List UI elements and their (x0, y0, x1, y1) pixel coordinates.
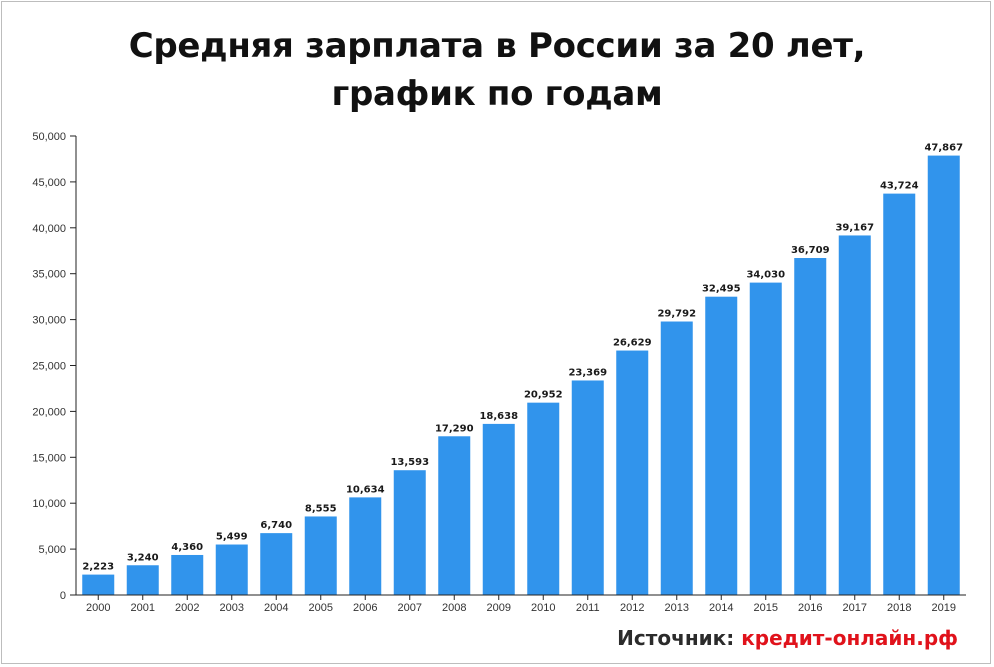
y-tick-label: 25,000 (32, 361, 66, 373)
x-tick-label: 2004 (264, 602, 288, 614)
bar-2008 (438, 436, 471, 595)
bar-2004 (260, 533, 293, 595)
x-tick-label: 2003 (220, 602, 244, 614)
bar-value-label: 4,360 (171, 542, 203, 553)
bar-value-label: 2,223 (82, 562, 114, 573)
x-tick-label: 2015 (754, 602, 778, 614)
x-tick-label: 2000 (86, 602, 110, 614)
x-tick-label: 2007 (398, 602, 422, 614)
x-tick-label: 2010 (531, 602, 555, 614)
bar-value-label: 36,709 (791, 245, 830, 256)
bar-2012 (616, 350, 649, 595)
chart-title: Средняя зарплата в России за 20 лет, гра… (0, 22, 994, 118)
bar-2007 (393, 470, 426, 595)
bar-2002 (171, 554, 204, 595)
bar-2014 (705, 296, 738, 595)
x-tick-label: 2017 (843, 602, 867, 614)
x-tick-label: 2013 (665, 602, 689, 614)
x-tick-label: 2011 (576, 602, 600, 614)
source-credit: Источник: кредит-онлайн.рф (617, 624, 958, 652)
x-tick-label: 2005 (309, 602, 333, 614)
y-tick-label: 40,000 (32, 223, 66, 235)
source-link[interactable]: кредит-онлайн.рф (741, 626, 958, 650)
y-tick-label: 35,000 (32, 269, 66, 281)
y-tick-label: 50,000 (32, 131, 66, 143)
x-tick-label: 2018 (887, 602, 911, 614)
bar-value-label: 34,030 (746, 270, 785, 281)
x-tick-label: 2009 (487, 602, 511, 614)
x-tick-label: 2002 (175, 602, 199, 614)
bar-value-label: 23,369 (568, 367, 607, 378)
bar-value-label: 20,952 (524, 390, 563, 401)
bar-2010 (527, 402, 560, 595)
y-tick-label: 30,000 (32, 315, 66, 327)
bar-2003 (215, 544, 248, 595)
y-tick-label: 45,000 (32, 177, 66, 189)
bar-value-label: 32,495 (702, 284, 741, 295)
bar-value-label: 18,638 (479, 411, 518, 422)
bar-2016 (794, 258, 827, 595)
bar-value-label: 17,290 (435, 423, 474, 434)
x-tick-label: 2016 (798, 602, 822, 614)
bar-value-label: 47,867 (924, 143, 963, 154)
bar-value-label: 43,724 (880, 181, 919, 192)
bar-value-label: 26,629 (613, 338, 652, 349)
bar-2019 (927, 155, 960, 595)
bar-value-label: 8,555 (305, 503, 337, 514)
bar-value-label: 13,593 (390, 457, 429, 468)
bar-2009 (482, 423, 515, 595)
chart-title-line-2: график по годам (331, 74, 663, 114)
chart-title-line-1: Средняя зарплата в России за 20 лет, (128, 26, 866, 66)
bar-2015 (749, 282, 782, 595)
y-tick-label: 5,000 (38, 544, 66, 556)
x-tick-label: 2014 (709, 602, 733, 614)
bar-2013 (660, 321, 693, 595)
x-tick-label: 2012 (620, 602, 644, 614)
bar-2006 (349, 497, 382, 595)
x-tick-label: 2019 (932, 602, 956, 614)
bar-2005 (304, 516, 337, 595)
bar-2011 (571, 380, 604, 595)
x-tick-label: 2001 (131, 602, 155, 614)
bar-2000 (82, 574, 115, 595)
x-tick-label: 2006 (353, 602, 377, 614)
y-tick-label: 10,000 (32, 498, 66, 510)
bar-value-label: 6,740 (260, 520, 292, 531)
y-tick-label: 0 (60, 590, 66, 602)
bar-value-label: 29,792 (657, 309, 696, 320)
x-tick-label: 2008 (442, 602, 466, 614)
bar-value-label: 5,499 (216, 532, 248, 543)
bar-value-label: 10,634 (346, 484, 385, 495)
bar-2001 (126, 565, 159, 595)
y-tick-label: 20,000 (32, 406, 66, 418)
bar-value-label: 3,240 (127, 552, 159, 563)
y-tick-label: 15,000 (32, 452, 66, 464)
bar-2018 (883, 193, 916, 595)
bar-2017 (838, 235, 871, 595)
bar-value-label: 39,167 (835, 222, 874, 233)
source-label: Источник: (617, 626, 735, 650)
